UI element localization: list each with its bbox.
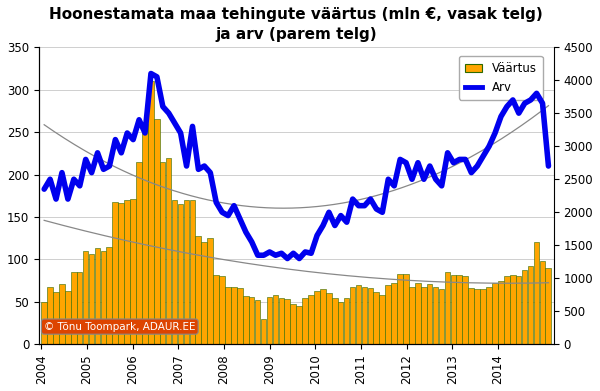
Bar bbox=[266, 297, 272, 344]
Bar bbox=[290, 304, 296, 344]
Legend: Väärtus, Arv: Väärtus, Arv bbox=[458, 56, 542, 100]
Bar bbox=[433, 287, 439, 344]
Text: © Tõnu Toompark, ADAUR.EE: © Tõnu Toompark, ADAUR.EE bbox=[44, 321, 196, 332]
Bar bbox=[202, 242, 207, 344]
Bar bbox=[545, 268, 551, 344]
Bar bbox=[302, 298, 308, 344]
Bar bbox=[184, 200, 189, 344]
Bar bbox=[368, 287, 373, 344]
Bar bbox=[338, 302, 343, 344]
Bar bbox=[47, 287, 53, 344]
Bar bbox=[379, 295, 385, 344]
Bar bbox=[427, 284, 433, 344]
Bar bbox=[278, 298, 284, 344]
Bar bbox=[516, 276, 521, 344]
Bar bbox=[237, 289, 242, 344]
Bar bbox=[166, 158, 172, 344]
Bar bbox=[457, 275, 462, 344]
Bar bbox=[480, 289, 486, 344]
Bar bbox=[208, 238, 213, 344]
Bar bbox=[71, 272, 77, 344]
Bar bbox=[421, 287, 427, 344]
Bar bbox=[106, 247, 112, 344]
Bar bbox=[255, 300, 260, 344]
Bar bbox=[373, 292, 379, 344]
Bar bbox=[326, 294, 332, 344]
Bar bbox=[486, 287, 492, 344]
Bar bbox=[65, 291, 71, 344]
Bar bbox=[403, 274, 409, 344]
Bar bbox=[332, 298, 338, 344]
Title: Hoonestamata maa tehingute väärtus (mln €, vasak telg)
ja arv (parem telg): Hoonestamata maa tehingute väärtus (mln … bbox=[49, 7, 543, 42]
Bar bbox=[344, 298, 349, 344]
Bar bbox=[154, 119, 160, 344]
Bar bbox=[409, 287, 415, 344]
Bar bbox=[356, 285, 361, 344]
Bar bbox=[213, 275, 219, 344]
Bar bbox=[83, 251, 88, 344]
Bar bbox=[41, 302, 47, 344]
Bar bbox=[231, 287, 236, 344]
Bar bbox=[474, 289, 480, 344]
Bar bbox=[249, 297, 254, 344]
Bar bbox=[391, 283, 397, 344]
Bar bbox=[178, 204, 183, 344]
Bar bbox=[53, 292, 59, 344]
Bar bbox=[527, 266, 533, 344]
Bar bbox=[261, 319, 266, 344]
Bar bbox=[320, 289, 326, 344]
Bar bbox=[142, 124, 148, 344]
Bar bbox=[136, 162, 142, 344]
Bar bbox=[533, 242, 539, 344]
Bar bbox=[284, 300, 290, 344]
Bar bbox=[172, 200, 178, 344]
Bar bbox=[385, 285, 391, 344]
Bar bbox=[112, 202, 118, 344]
Bar bbox=[415, 283, 421, 344]
Bar bbox=[350, 287, 355, 344]
Bar bbox=[498, 281, 503, 344]
Bar bbox=[510, 275, 515, 344]
Bar bbox=[314, 291, 320, 344]
Bar bbox=[451, 275, 456, 344]
Bar bbox=[469, 289, 474, 344]
Bar bbox=[463, 276, 468, 344]
Bar bbox=[196, 236, 201, 344]
Bar bbox=[439, 289, 445, 344]
Bar bbox=[95, 248, 100, 344]
Bar bbox=[362, 287, 367, 344]
Bar bbox=[190, 200, 195, 344]
Bar bbox=[492, 283, 498, 344]
Bar bbox=[308, 295, 314, 344]
Bar bbox=[397, 274, 403, 344]
Bar bbox=[504, 276, 509, 344]
Bar bbox=[59, 284, 65, 344]
Bar bbox=[219, 276, 225, 344]
Bar bbox=[77, 272, 82, 344]
Bar bbox=[522, 270, 527, 344]
Bar bbox=[118, 203, 124, 344]
Bar bbox=[130, 199, 136, 344]
Bar bbox=[148, 81, 154, 344]
Bar bbox=[243, 296, 248, 344]
Bar bbox=[539, 261, 545, 344]
Bar bbox=[160, 162, 166, 344]
Bar bbox=[101, 251, 106, 344]
Bar bbox=[296, 306, 302, 344]
Bar bbox=[225, 287, 231, 344]
Bar bbox=[89, 255, 94, 344]
Bar bbox=[272, 295, 278, 344]
Bar bbox=[124, 200, 130, 344]
Bar bbox=[445, 272, 450, 344]
